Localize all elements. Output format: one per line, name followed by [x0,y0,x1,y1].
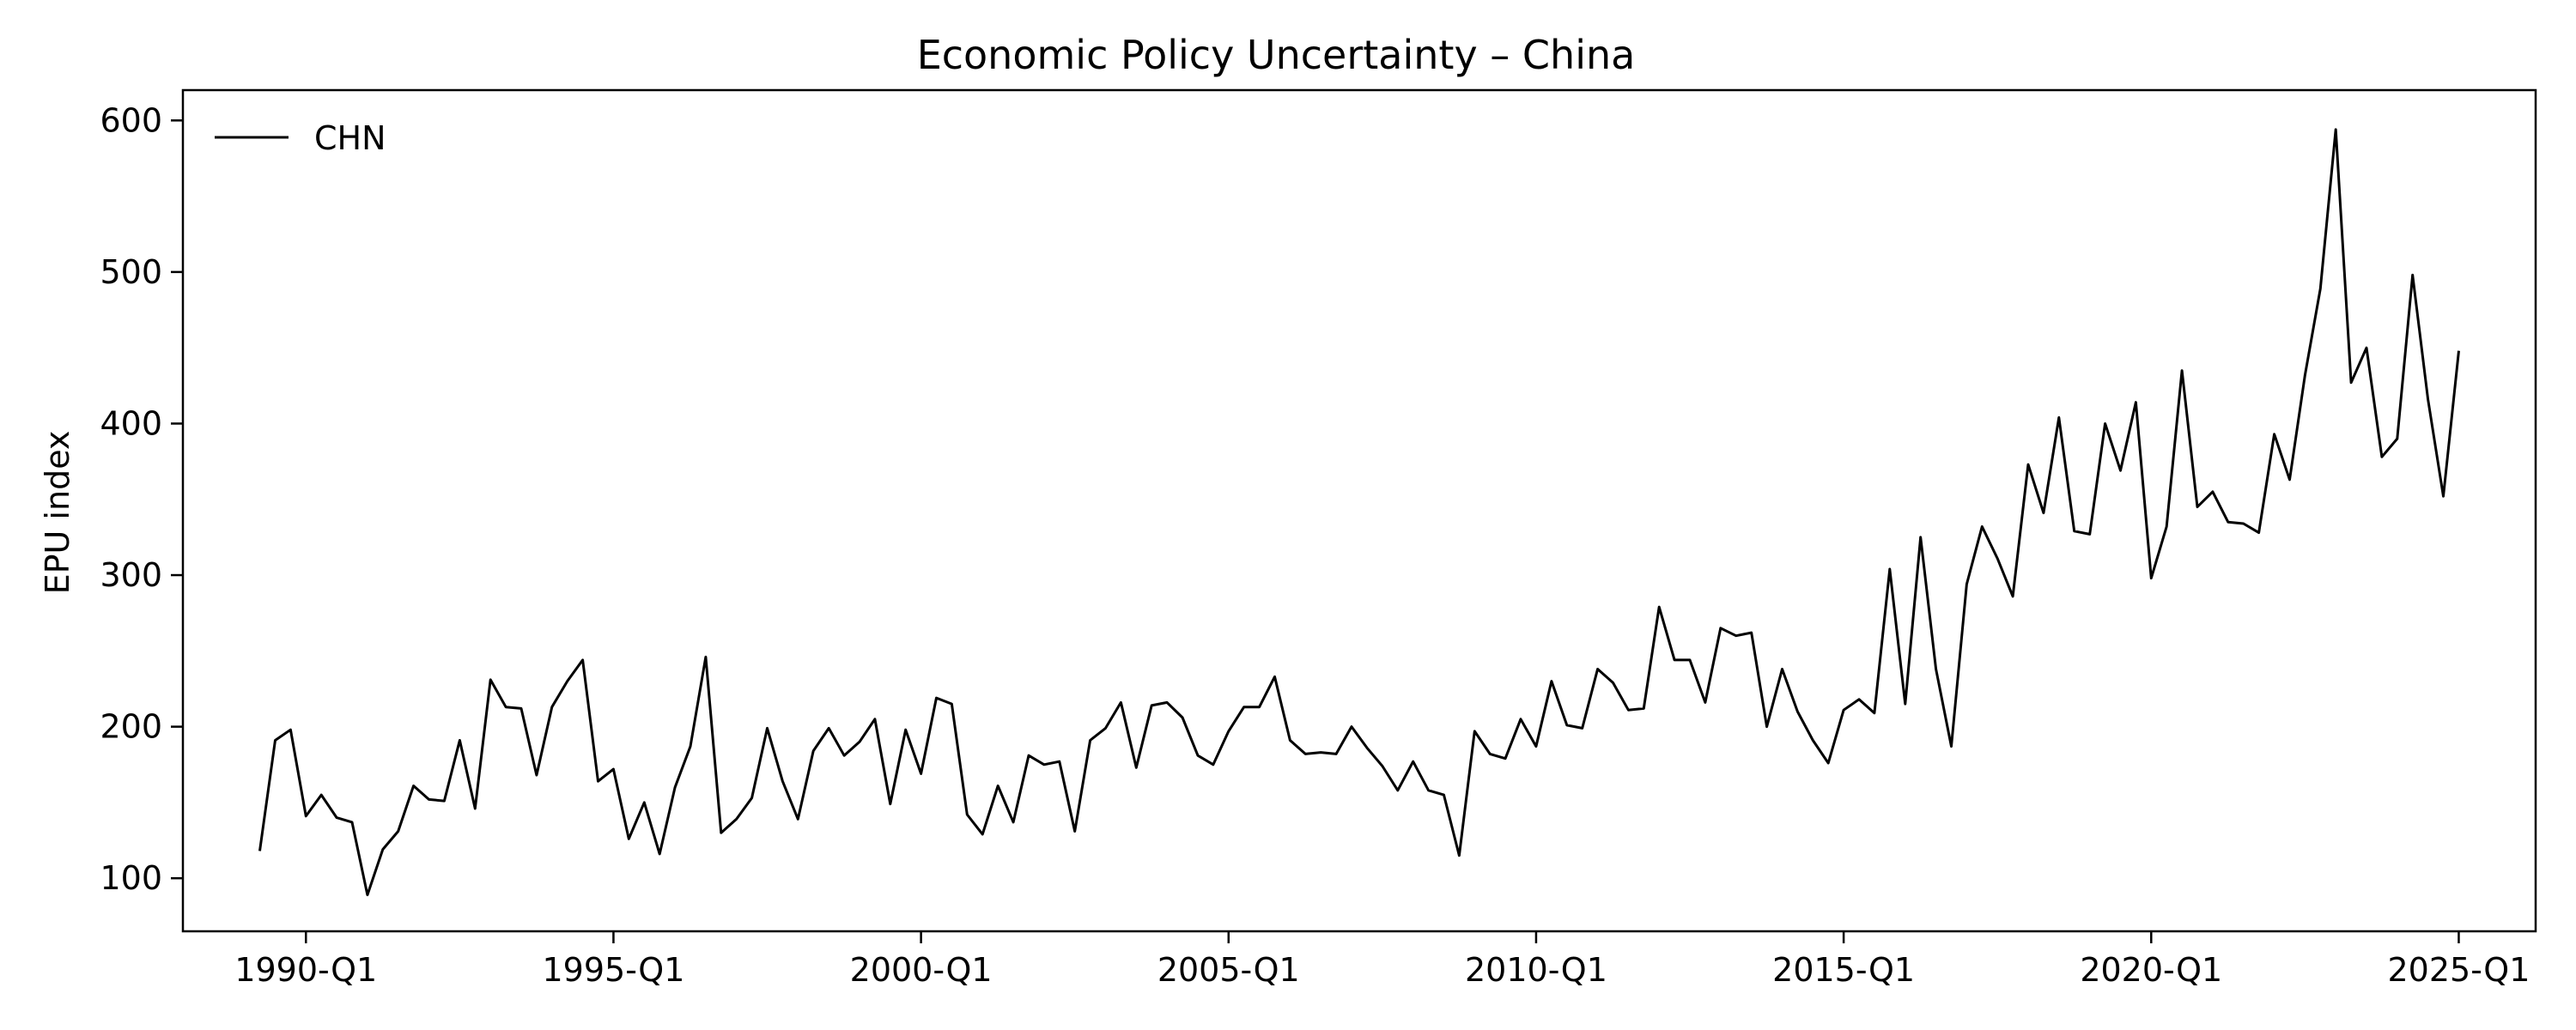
plot-series [258,128,2460,897]
x-tick-label: 2005-Q1 [1157,951,1300,989]
x-tick-label: 1990-Q1 [234,951,377,989]
plot-frame [181,88,2537,933]
series-line-chn [258,128,2460,897]
y-tick-label: 300 [100,556,162,594]
y-axis-title: EPU index [39,431,76,595]
x-tick-label: 2025-Q1 [2388,951,2530,989]
y-tick-label: 600 [100,101,162,139]
x-axis: 1990-Q1 1995-Q1 2000-Q1 2005-Q1 2010-Q1 2015-… [234,931,2530,989]
x-tick-label: 2020-Q1 [2080,951,2222,989]
legend-label-chn: CHN [314,119,386,157]
x-tick-label: 1995-Q1 [542,951,684,989]
y-tick-label: 100 [100,859,162,897]
legend: CHN [215,119,386,157]
y-tick-label: 500 [100,253,162,291]
chart-title: Economic Policy Uncertainty – China [917,32,1636,78]
x-tick-label: 2010-Q1 [1465,951,1607,989]
x-tick-label: 2000-Q1 [850,951,993,989]
y-tick-label: 400 [100,404,162,442]
x-tick-label: 2015-Q1 [1772,951,1915,989]
y-axis: 100 200 300 400 500 600 [100,101,183,897]
y-tick-label: 200 [100,708,162,746]
